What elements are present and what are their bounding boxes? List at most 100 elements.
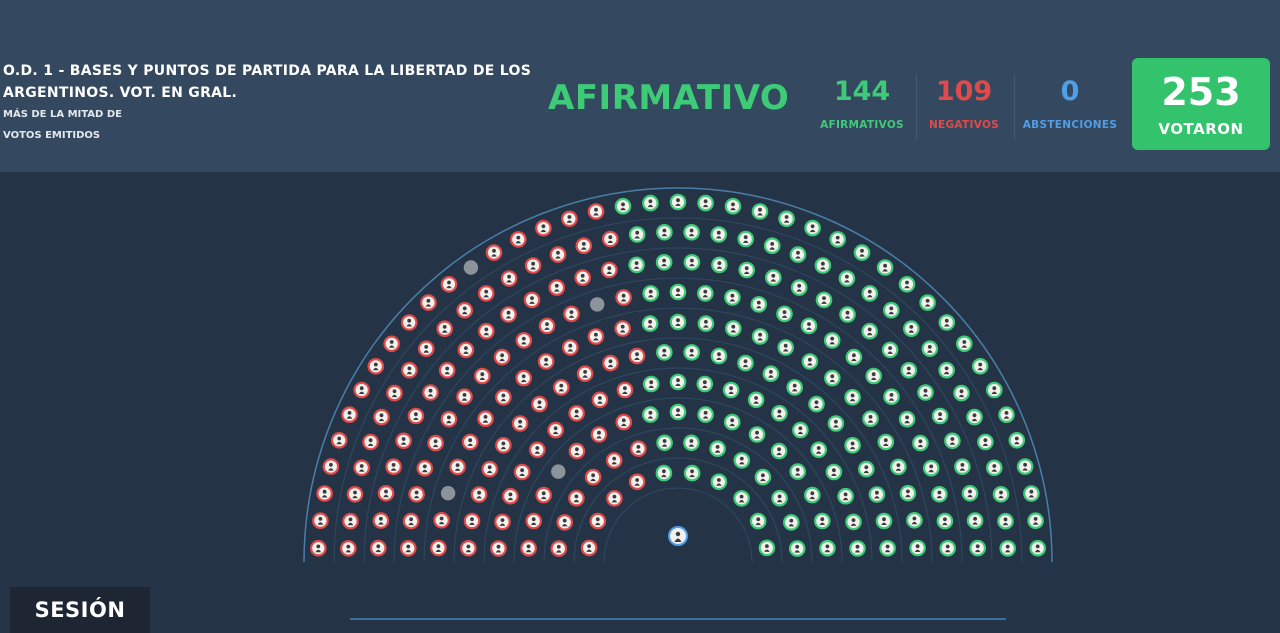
seat-afirmativo[interactable] bbox=[614, 197, 632, 215]
seat-afirmativo[interactable] bbox=[939, 539, 956, 557]
seat-afirmativo[interactable] bbox=[710, 226, 728, 243]
seat-negativo[interactable] bbox=[438, 362, 456, 379]
seat-afirmativo[interactable] bbox=[902, 320, 920, 337]
seat-afirmativo[interactable] bbox=[709, 440, 726, 457]
seat-afirmativo[interactable] bbox=[628, 256, 645, 274]
seat-afirmativo[interactable] bbox=[900, 362, 918, 379]
seat-afirmativo[interactable] bbox=[738, 261, 755, 279]
seat-afirmativo[interactable] bbox=[628, 226, 646, 243]
seat-afirmativo[interactable] bbox=[683, 223, 700, 241]
seat-afirmativo[interactable] bbox=[977, 433, 994, 451]
seat-ausente[interactable] bbox=[590, 297, 605, 312]
seat-negativo[interactable] bbox=[408, 485, 425, 503]
seat-afirmativo[interactable] bbox=[771, 489, 788, 507]
seat-afirmativo[interactable] bbox=[711, 256, 728, 274]
seat-negativo[interactable] bbox=[614, 320, 631, 337]
seat-afirmativo[interactable] bbox=[955, 335, 973, 353]
seat-negativo[interactable] bbox=[473, 367, 491, 385]
seat-afirmativo[interactable] bbox=[823, 332, 841, 349]
seat-afirmativo[interactable] bbox=[883, 388, 900, 405]
seat-afirmativo[interactable] bbox=[1008, 431, 1026, 449]
seat-negativo[interactable] bbox=[584, 468, 602, 486]
seat-negativo[interactable] bbox=[416, 459, 434, 477]
seat-negativo[interactable] bbox=[463, 512, 481, 530]
seat-afirmativo[interactable] bbox=[875, 512, 893, 530]
seat-negativo[interactable] bbox=[568, 489, 585, 507]
seat-afirmativo[interactable] bbox=[814, 257, 832, 274]
seat-afirmativo[interactable] bbox=[992, 485, 1010, 503]
seat-negativo[interactable] bbox=[495, 389, 512, 406]
seat-negativo[interactable] bbox=[309, 539, 327, 557]
seat-afirmativo[interactable] bbox=[936, 512, 954, 530]
seat-afirmativo[interactable] bbox=[862, 410, 879, 427]
seat-afirmativo[interactable] bbox=[683, 344, 700, 361]
seat-afirmativo[interactable] bbox=[655, 344, 673, 361]
seat-negativo[interactable] bbox=[490, 540, 507, 557]
seat-negativo[interactable] bbox=[402, 512, 420, 530]
seat-afirmativo[interactable] bbox=[906, 511, 923, 529]
seat-afirmativo[interactable] bbox=[1027, 512, 1044, 529]
seat-ausente[interactable] bbox=[463, 260, 479, 275]
seat-afirmativo[interactable] bbox=[777, 339, 794, 356]
seat-afirmativo[interactable] bbox=[669, 403, 687, 421]
seat-afirmativo[interactable] bbox=[861, 285, 879, 302]
seat-ausente[interactable] bbox=[440, 486, 456, 501]
seat-afirmativo[interactable] bbox=[921, 340, 939, 357]
seat-negativo[interactable] bbox=[615, 413, 633, 431]
seat-afirmativo[interactable] bbox=[778, 210, 795, 228]
seat-afirmativo[interactable] bbox=[642, 406, 659, 423]
seat-afirmativo[interactable] bbox=[961, 484, 979, 502]
seat-negativo[interactable] bbox=[322, 458, 340, 475]
seat-afirmativo[interactable] bbox=[819, 539, 836, 557]
seat-afirmativo[interactable] bbox=[917, 384, 934, 401]
seat-afirmativo[interactable] bbox=[801, 353, 819, 370]
seat-negativo[interactable] bbox=[440, 410, 458, 428]
seat-negativo[interactable] bbox=[493, 348, 511, 366]
seat-afirmativo[interactable] bbox=[786, 379, 803, 396]
seat-ausente[interactable] bbox=[551, 464, 566, 479]
seat-negativo[interactable] bbox=[531, 395, 548, 413]
seat-afirmativo[interactable] bbox=[697, 315, 715, 332]
seat-negativo[interactable] bbox=[417, 340, 435, 357]
seat-negativo[interactable] bbox=[524, 257, 542, 274]
seat-negativo[interactable] bbox=[509, 231, 527, 248]
seat-afirmativo[interactable] bbox=[792, 421, 809, 439]
seat-negativo[interactable] bbox=[433, 511, 450, 529]
seat-afirmativo[interactable] bbox=[844, 436, 861, 454]
seat-negativo[interactable] bbox=[550, 540, 568, 557]
seat-negativo[interactable] bbox=[563, 305, 580, 323]
seat-afirmativo[interactable] bbox=[909, 539, 926, 557]
seat-negativo[interactable] bbox=[587, 328, 605, 345]
seat-afirmativo[interactable] bbox=[669, 283, 687, 301]
seat-negativo[interactable] bbox=[615, 289, 632, 306]
seat-negativo[interactable] bbox=[590, 426, 608, 443]
seat-negativo[interactable] bbox=[461, 433, 479, 451]
seat-afirmativo[interactable] bbox=[669, 193, 687, 211]
seat-negativo[interactable] bbox=[436, 320, 453, 337]
seat-afirmativo[interactable] bbox=[839, 306, 856, 323]
seat-afirmativo[interactable] bbox=[733, 452, 751, 469]
seat-negativo[interactable] bbox=[548, 279, 566, 296]
seat-afirmativo[interactable] bbox=[770, 442, 788, 460]
seat-negativo[interactable] bbox=[420, 294, 437, 311]
seat-afirmativo[interactable] bbox=[800, 317, 818, 335]
seat-afirmativo[interactable] bbox=[919, 294, 936, 311]
seat-afirmativo[interactable] bbox=[656, 223, 673, 241]
seat-afirmativo[interactable] bbox=[808, 395, 825, 413]
session-tab[interactable]: SESIÓN bbox=[10, 587, 150, 633]
seat-negativo[interactable] bbox=[601, 230, 619, 248]
seat-negativo[interactable] bbox=[580, 539, 598, 557]
seat-afirmativo[interactable] bbox=[823, 369, 841, 387]
seat-afirmativo[interactable] bbox=[829, 231, 846, 248]
seat-afirmativo[interactable] bbox=[655, 464, 673, 482]
seat-negativo[interactable] bbox=[456, 301, 473, 319]
seat-afirmativo[interactable] bbox=[912, 434, 929, 452]
seat-afirmativo[interactable] bbox=[788, 540, 806, 557]
seat-afirmativo[interactable] bbox=[642, 194, 659, 212]
seat-afirmativo[interactable] bbox=[764, 269, 782, 286]
seat-negativo[interactable] bbox=[353, 381, 370, 399]
seat-afirmativo[interactable] bbox=[683, 254, 701, 271]
seat-negativo[interactable] bbox=[628, 347, 646, 365]
seat-negativo[interactable] bbox=[353, 459, 370, 477]
seat-negativo[interactable] bbox=[523, 291, 541, 309]
